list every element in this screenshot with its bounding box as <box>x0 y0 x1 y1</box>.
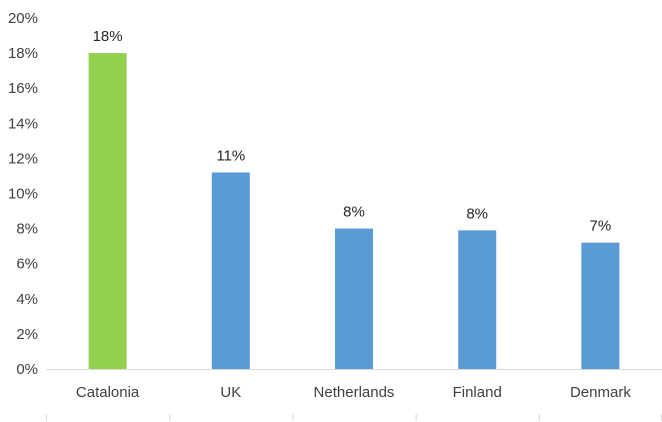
y-tick-label: 8% <box>16 221 38 238</box>
y-tick-label: 10% <box>8 186 38 203</box>
y-tick-label: 18% <box>8 45 38 62</box>
data-label: 8% <box>466 205 488 222</box>
data-label: 11% <box>216 147 245 164</box>
y-axis-ticks: 0% 2% 4% 6% 8% 10% 12% 14% 16% 18% 20% <box>8 10 38 378</box>
y-tick-label: 4% <box>16 291 38 308</box>
category-labels: Catalonia UK Netherlands Finland Denmark <box>76 384 631 401</box>
bar-catalonia <box>88 53 127 369</box>
x-axis-tick-marks <box>46 414 662 421</box>
data-label: 18% <box>93 28 123 45</box>
y-tick-label: 14% <box>8 115 38 132</box>
category-label: UK <box>220 384 241 401</box>
category-label: Catalonia <box>76 384 140 401</box>
data-label: 7% <box>590 218 612 235</box>
y-tick-label: 6% <box>16 256 38 273</box>
data-labels: 18% 11% 8% 8% 7% <box>93 28 612 235</box>
data-label: 8% <box>343 204 365 221</box>
category-label: Finland <box>453 384 502 401</box>
y-tick-label: 2% <box>16 326 38 343</box>
y-tick-label: 12% <box>8 150 38 167</box>
bars <box>88 53 620 369</box>
category-label: Netherlands <box>314 384 395 401</box>
y-tick-label: 20% <box>8 10 38 27</box>
y-tick-label: 0% <box>16 361 38 378</box>
category-label: Denmark <box>570 384 631 401</box>
bar-finland <box>458 230 497 369</box>
y-tick-label: 16% <box>8 80 38 97</box>
bar-denmark <box>581 242 620 369</box>
bar-netherlands <box>335 228 373 369</box>
bar-uk <box>211 172 250 369</box>
